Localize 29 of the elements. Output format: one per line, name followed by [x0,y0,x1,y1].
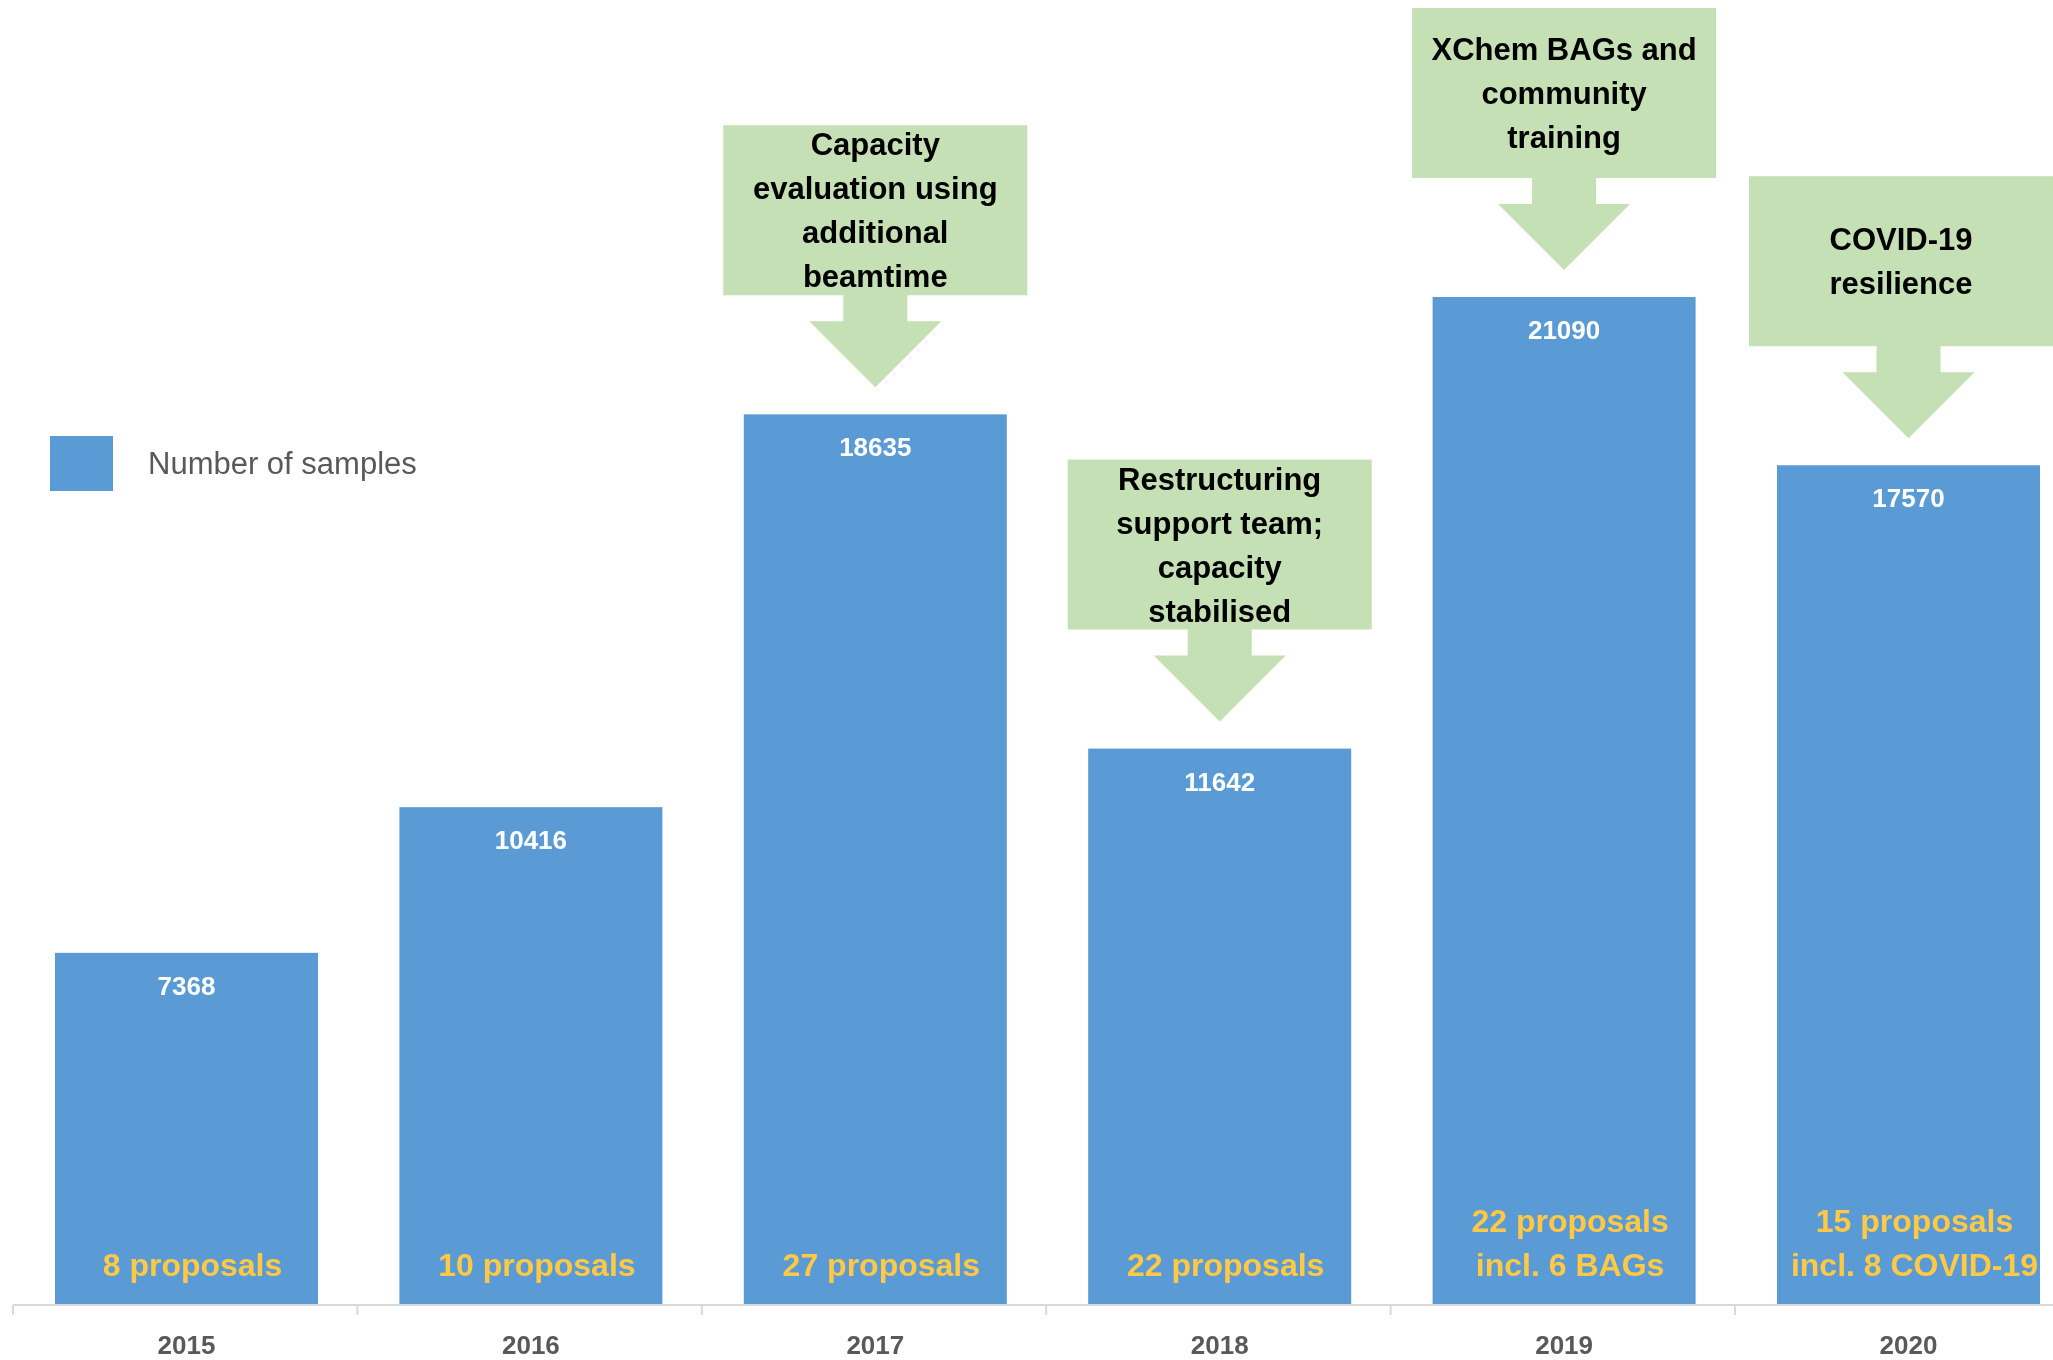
annotation: 27 proposals [782,1247,980,1283]
x-tick-label: 2019 [1535,1330,1594,1360]
annotation: 15 proposals incl. 8 COVID-19 [1790,1203,2039,1283]
annotation: Restructuring support team; capacity stabilised [1116,461,1324,629]
x-tick-label: 2020 [1879,1330,1938,1360]
annotation: 22 proposals [1127,1247,1325,1283]
annotation: COVID-19 resilience [1829,222,1973,302]
x-tick-label: 2016 [501,1330,560,1360]
annotation: 8 proposals [102,1247,283,1283]
annotation: 22 proposals incl. 6 BAGs [1471,1203,1669,1283]
legend-label: Number of samples [148,446,417,481]
bar [1777,465,2040,1305]
text: XChem BAGs and community training [1431,32,1697,155]
text: Capacity evaluation using additional beamtime [753,127,998,295]
data-label: 21090 [1527,315,1601,345]
data-label: 7368 [157,970,216,1001]
data-label: 11642 [1184,766,1256,797]
bar [1432,297,1696,1305]
annotation: 10 proposals [438,1247,636,1283]
bar [743,414,1007,1305]
x-tick-label: 2015 [157,1330,216,1360]
bar [55,952,318,1305]
data-label: 17570 [1872,483,1945,514]
data-label: 18635 [839,432,912,463]
bar [1088,748,1352,1305]
data-label: 10416 [494,825,568,856]
x-tick-label: 2017 [846,1330,905,1360]
bar [399,807,663,1305]
x-tick-label: 2018 [1190,1330,1249,1360]
